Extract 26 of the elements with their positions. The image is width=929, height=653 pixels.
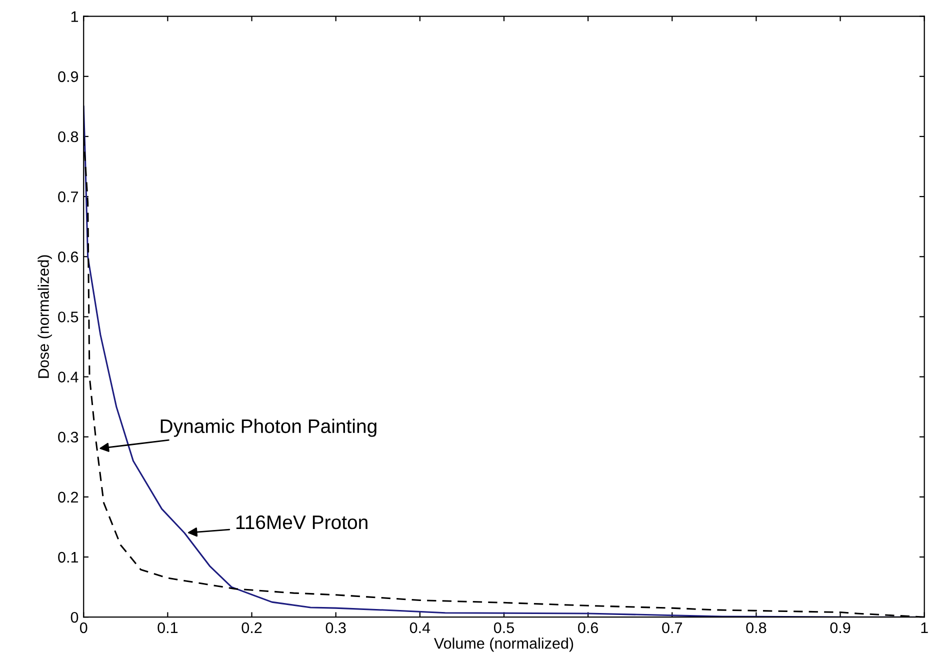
- x-tick-label: 0.4: [410, 622, 430, 634]
- x-tick-label: 0.7: [662, 622, 682, 634]
- x-tick-label: 0.2: [242, 622, 262, 634]
- x-tick-label: 0: [80, 622, 88, 634]
- annotation: Dynamic Photon Painting: [160, 418, 376, 437]
- x-tick-label: 0.5: [494, 622, 514, 634]
- y-tick-label: 0.8: [58, 131, 78, 142]
- y-tick-label: 0.5: [58, 312, 78, 322]
- x-axis-title: Volume (normalized): [434, 638, 574, 652]
- y-tick-label: 0.2: [58, 492, 78, 503]
- x-tick-label: 0.6: [578, 622, 598, 634]
- y-tick-label: 0: [70, 612, 78, 623]
- x-tick-label: 1: [921, 622, 928, 634]
- y-tick-label: 0.4: [58, 372, 78, 382]
- y-tick-label: 1: [71, 11, 78, 22]
- y-tick-label: 0.7: [58, 191, 78, 202]
- y-tick-label: 0.9: [58, 71, 78, 82]
- annotation: 116MeV Proton: [236, 515, 368, 530]
- x-tick-label: 0.1: [158, 622, 178, 634]
- y-axis-title: Dose (normalized): [38, 255, 52, 378]
- y-tick-label: 0.6: [58, 251, 78, 262]
- x-tick-label: 0.3: [326, 622, 346, 634]
- x-tick-label: 0.9: [830, 622, 850, 634]
- y-tick-label: 0.3: [58, 432, 78, 443]
- x-tick-label: 0.8: [746, 622, 766, 634]
- y-tick-label: 0.1: [58, 552, 78, 563]
